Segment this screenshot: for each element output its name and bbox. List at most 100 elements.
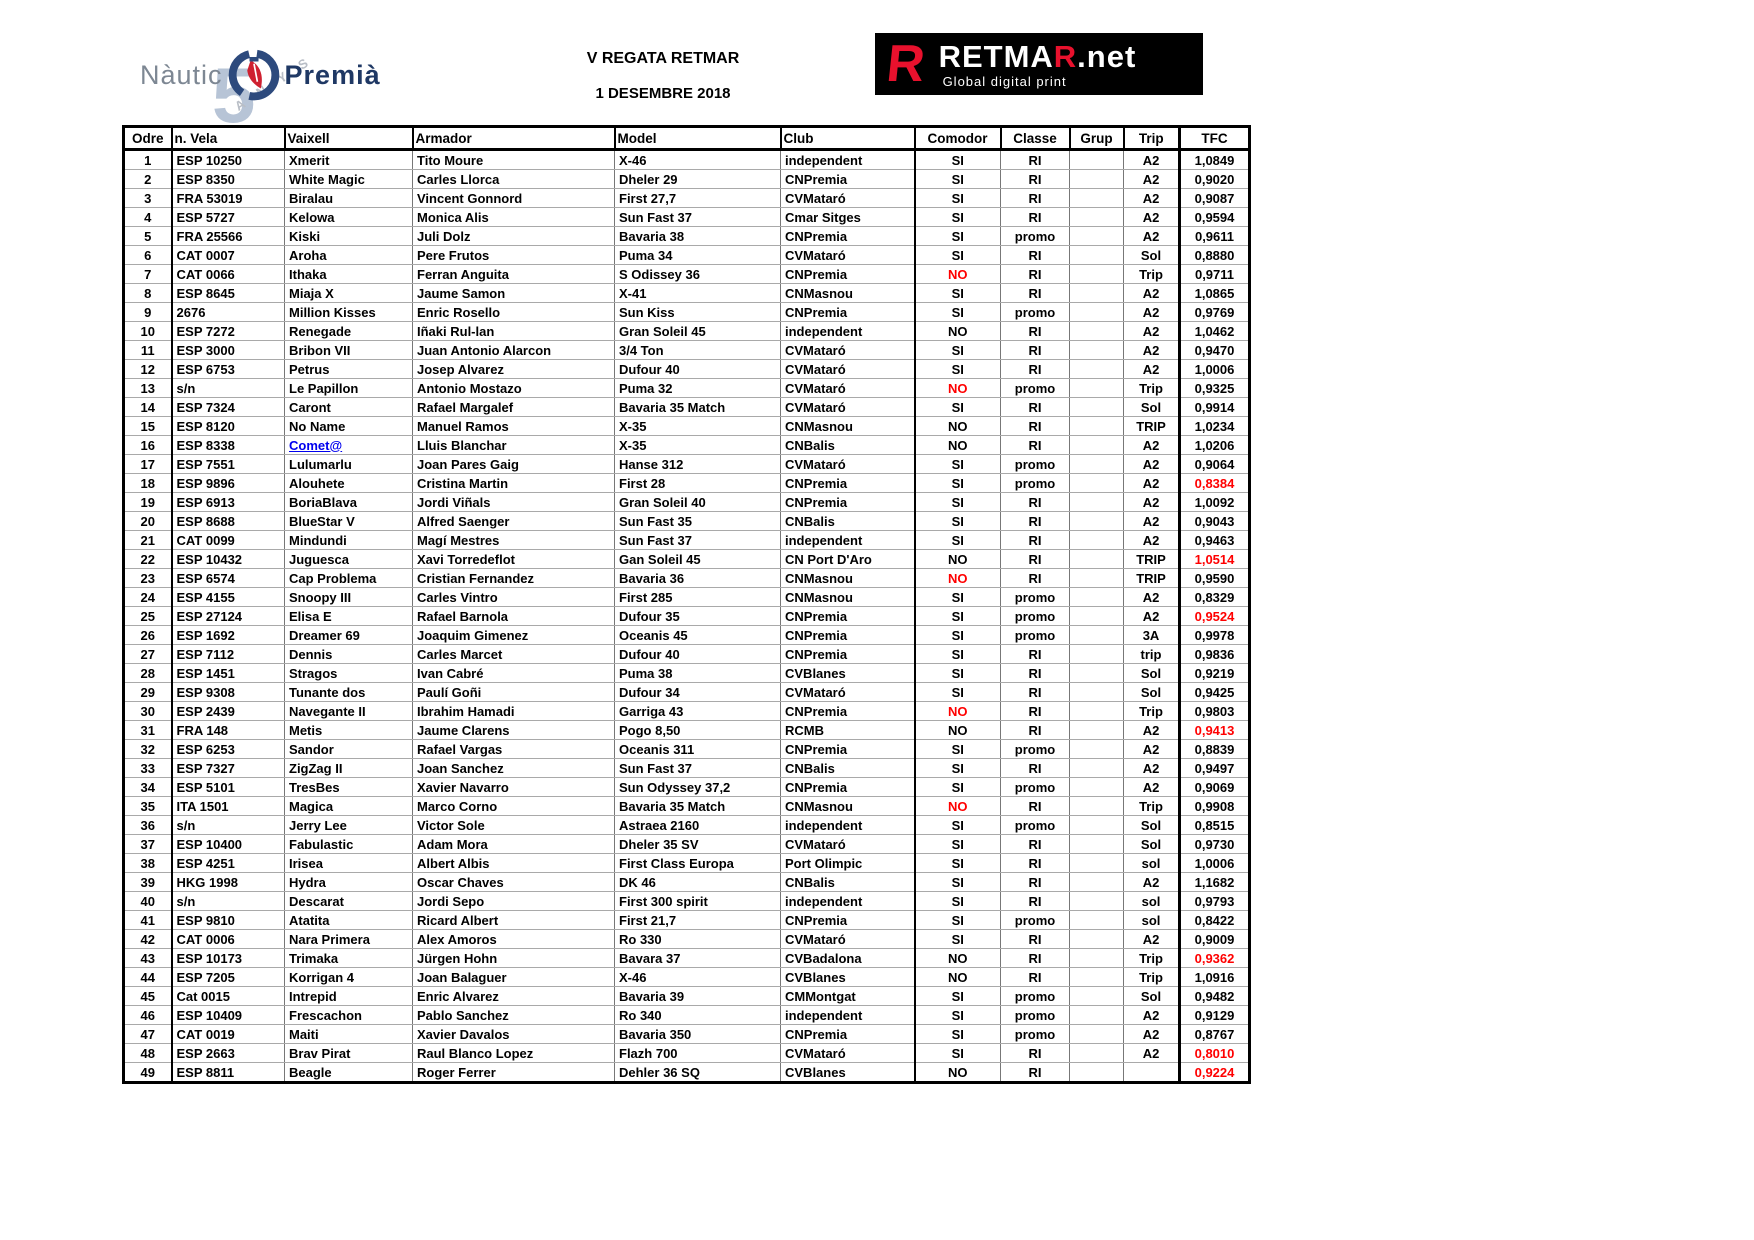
cell-vaixell: Kiski (284, 226, 413, 246)
cell-trip: A2 (1123, 454, 1180, 474)
cell-model: Oceanis 45 (614, 625, 781, 645)
cell-grup (1069, 777, 1124, 797)
cell-classe: RI (1000, 663, 1070, 683)
cell-trip: A2 (1123, 283, 1180, 303)
cell-vaixell: Bribon VII (284, 340, 413, 360)
cell-grup (1069, 872, 1124, 892)
cell-club: CNPremia (780, 644, 915, 664)
brand-suffix: .net (1077, 38, 1137, 74)
cell-classe: RI (1000, 948, 1070, 968)
cell-tfc: 0,9594 (1178, 207, 1250, 227)
table-row: 13 s/n Le Papillon Antonio Mostazo Puma 32 CV… (123, 378, 1250, 398)
cell-model: Sun Fast 37 (614, 207, 781, 227)
cell-classe: RI (1000, 397, 1070, 417)
cell-trip: Sol (1123, 986, 1180, 1006)
cell-tfc: 0,9463 (1178, 530, 1250, 550)
cell-club: CVMataró (780, 397, 915, 417)
cell-vela: FRA 148 (170, 720, 285, 740)
cell-odre: 38 (123, 853, 172, 873)
cell-comodor: SI (913, 454, 1001, 474)
cell-grup (1069, 549, 1124, 569)
cell-grup (1069, 302, 1124, 322)
table-row: 10 ESP 7272 Renegade Iñaki Rul-lan Gran Sole… (123, 321, 1250, 341)
cell-vaixell: Alouhete (284, 473, 413, 493)
cell-armador: Lluis Blanchar (412, 435, 615, 455)
cell-trip: Trip (1123, 264, 1180, 284)
cell-club: CNBalis (780, 872, 915, 892)
cell-club: CNPremia (780, 473, 915, 493)
cell-model: Ro 340 (614, 1005, 781, 1025)
table-row: 24 ESP 4155 Snoopy III Carles Vintro First 2… (123, 587, 1250, 607)
cell-vaixell: Jerry Lee (284, 815, 413, 835)
cell-vaixell: Petrus (284, 359, 413, 379)
cell-grup (1069, 644, 1124, 664)
cell-classe: RI (1000, 435, 1070, 455)
retmar-text-block: RETMAR.net Global digital print (939, 41, 1137, 88)
boat-link[interactable]: Comet@ (289, 437, 343, 453)
cell-model: Sun Fast 37 (614, 530, 781, 550)
cell-comodor: SI (913, 777, 1001, 797)
cell-grup (1069, 682, 1124, 702)
cell-armador: Xavier Navarro (412, 777, 615, 797)
cell-tfc: 0,9497 (1178, 758, 1250, 778)
cell-grup (1069, 739, 1124, 759)
cell-odre: 13 (123, 378, 172, 398)
cell-classe: promo (1000, 1005, 1070, 1025)
cell-armador: Iñaki Rul-lan (412, 321, 615, 341)
table-row: 42 CAT 0006 Nara Primera Alex Amoros Ro 330 C… (123, 929, 1250, 949)
cell-vela: ESP 7327 (170, 758, 285, 778)
cell-comodor: SI (913, 625, 1001, 645)
cell-odre: 28 (123, 663, 172, 683)
cell-tfc: 1,1682 (1178, 872, 1250, 892)
cell-comodor: SI (913, 853, 1001, 873)
cell-vaixell: Kelowa (284, 207, 413, 227)
cell-classe: RI (1000, 1043, 1070, 1063)
cell-trip: A2 (1123, 359, 1180, 379)
cell-model: Ro 330 (614, 929, 781, 949)
cell-vaixell: Descarat (284, 891, 413, 911)
cell-model: Dufour 40 (614, 644, 781, 664)
cell-trip: A2 (1123, 872, 1180, 892)
column-header-odre: Odre (122, 125, 173, 151)
cell-classe: RI (1000, 720, 1070, 740)
cell-vela: ESP 8688 (170, 511, 285, 531)
cell-tfc: 0,9611 (1178, 226, 1250, 246)
cell-armador: Rafael Vargas (412, 739, 615, 759)
cell-vela: ESP 2439 (170, 701, 285, 721)
cell-club: CVMataró (780, 834, 915, 854)
cell-odre: 47 (123, 1024, 172, 1044)
table-row: 43 ESP 10173 Trimaka Jürgen Hohn Bavara 37 CV… (123, 948, 1250, 968)
column-header-comodor: Comodor (913, 125, 1002, 151)
cell-tfc: 1,0849 (1178, 149, 1250, 170)
cell-armador: Vincent Gonnord (412, 188, 615, 208)
cell-club: CVMataró (780, 929, 915, 949)
cell-odre: 16 (123, 435, 172, 455)
cell-grup (1069, 530, 1124, 550)
cell-odre: 30 (123, 701, 172, 721)
cell-comodor: SI (913, 359, 1001, 379)
cell-model: Dufour 35 (614, 606, 781, 626)
cell-club: CVBlanes (780, 967, 915, 987)
cell-armador: Pablo Sanchez (412, 1005, 615, 1025)
cell-club: CNMasnou (780, 568, 915, 588)
table-row: 1 ESP 10250 Xmerit Tito Moure X-46 independen… (123, 149, 1250, 170)
cell-armador: Jaume Samon (412, 283, 615, 303)
cell-vela: s/n (170, 378, 285, 398)
cell-vaixell: Cap Problema (284, 568, 413, 588)
cell-tfc: 1,0514 (1178, 549, 1250, 569)
cell-armador: Josep Alvarez (412, 359, 615, 379)
cell-trip: A2 (1123, 188, 1180, 208)
cell-tfc: 0,9069 (1178, 777, 1250, 797)
cell-vela: ESP 8350 (170, 169, 285, 189)
cell-model: Dufour 40 (614, 359, 781, 379)
cell-classe: promo (1000, 378, 1070, 398)
cell-comodor: SI (913, 1024, 1001, 1044)
cell-armador: Monica Alis (412, 207, 615, 227)
cell-comodor: NO (913, 549, 1001, 569)
cell-armador: Cristina Martin (412, 473, 615, 493)
cell-grup (1069, 606, 1124, 626)
cell-vaixell: Lulumarlu (284, 454, 413, 474)
cell-tfc: 1,0206 (1178, 435, 1250, 455)
cell-club: CNMasnou (780, 416, 915, 436)
cell-model: X-46 (614, 967, 781, 987)
